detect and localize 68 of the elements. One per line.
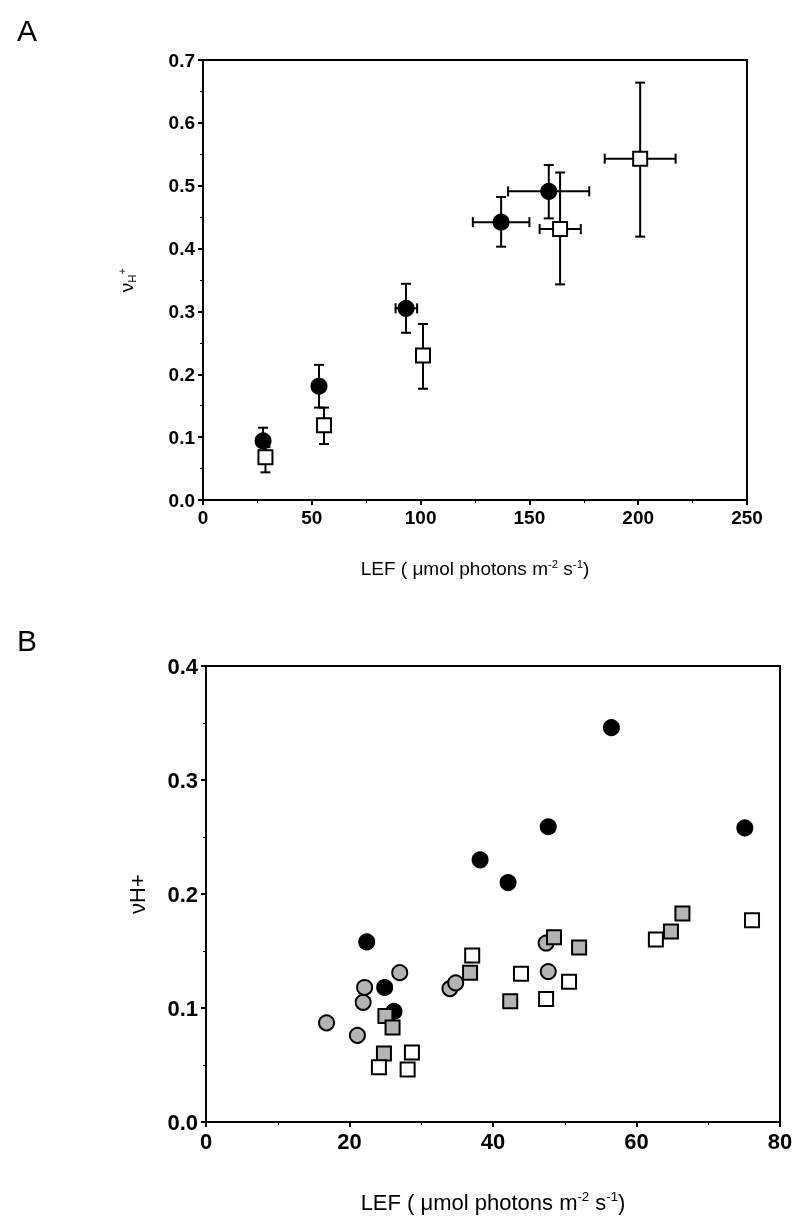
x-tick-label: 40 bbox=[480, 1128, 506, 1154]
point bbox=[391, 964, 409, 982]
point bbox=[552, 221, 569, 238]
y-axis-title: νH+ bbox=[116, 267, 138, 293]
point bbox=[538, 990, 555, 1007]
y-tick-label: 0.3 bbox=[167, 767, 198, 793]
x-tick-label: 20 bbox=[337, 1128, 362, 1154]
y-tick-label: 0.7 bbox=[168, 49, 195, 71]
point bbox=[744, 912, 761, 929]
y-tick-label: 0.1 bbox=[167, 995, 198, 1021]
point bbox=[376, 978, 394, 996]
point bbox=[674, 905, 691, 922]
point bbox=[512, 965, 529, 982]
y-tick-label: 0.2 bbox=[168, 363, 195, 385]
point bbox=[502, 993, 519, 1010]
y-tick-label: 0.0 bbox=[167, 1109, 198, 1135]
chart-title: A bbox=[17, 13, 38, 47]
point bbox=[561, 973, 578, 990]
point bbox=[662, 923, 679, 940]
point bbox=[471, 851, 489, 869]
chart-title: B bbox=[17, 623, 38, 657]
x-tick-label: 150 bbox=[513, 507, 546, 528]
point bbox=[540, 182, 558, 200]
y-tick-label: 0.3 bbox=[168, 300, 195, 322]
point bbox=[539, 963, 557, 981]
point bbox=[254, 432, 272, 450]
point bbox=[403, 1044, 420, 1061]
x-tick-label: 60 bbox=[624, 1128, 649, 1154]
y-tick-label: 0.5 bbox=[168, 175, 196, 197]
point bbox=[318, 1014, 336, 1032]
y-tick-label: 0.4 bbox=[167, 653, 199, 679]
x-tick-label: 80 bbox=[767, 1128, 793, 1154]
point bbox=[384, 1019, 401, 1036]
point bbox=[399, 1061, 416, 1078]
x-tick-label: 100 bbox=[404, 507, 437, 528]
y-tick-label: 0.0 bbox=[168, 489, 195, 511]
point bbox=[358, 933, 376, 951]
x-tick-label: 50 bbox=[301, 507, 323, 528]
point bbox=[464, 947, 481, 964]
point bbox=[356, 978, 374, 996]
x-tick-label: 200 bbox=[622, 507, 655, 528]
point bbox=[736, 819, 754, 837]
point bbox=[354, 993, 372, 1011]
point bbox=[647, 931, 664, 948]
point bbox=[632, 150, 649, 167]
point bbox=[462, 964, 479, 981]
point bbox=[348, 1026, 366, 1044]
point bbox=[545, 929, 562, 946]
point bbox=[414, 347, 431, 364]
y-axis-title: νH+ bbox=[124, 874, 150, 914]
point bbox=[315, 417, 332, 434]
point bbox=[447, 974, 465, 992]
y-tick-label: 0.6 bbox=[168, 112, 195, 134]
point bbox=[571, 939, 588, 956]
point bbox=[310, 377, 328, 395]
y-tick-label: 0.1 bbox=[168, 426, 196, 448]
point bbox=[539, 818, 557, 836]
point bbox=[602, 719, 620, 737]
point bbox=[257, 449, 274, 466]
point bbox=[499, 874, 517, 892]
x-tick-label: 250 bbox=[731, 507, 763, 528]
x-tick-label: 0 bbox=[197, 507, 209, 528]
point bbox=[397, 299, 415, 317]
y-tick-label: 0.4 bbox=[168, 238, 196, 260]
point bbox=[370, 1059, 387, 1076]
y-tick-label: 0.2 bbox=[167, 881, 198, 907]
x-tick-label: 0 bbox=[199, 1128, 213, 1154]
point bbox=[492, 213, 510, 231]
